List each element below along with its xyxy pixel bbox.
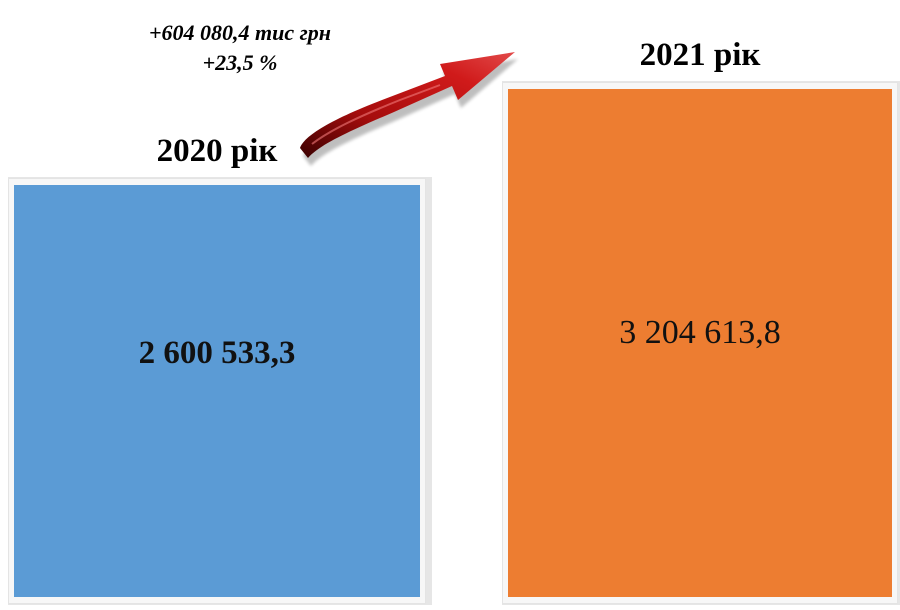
bar-2020: 2 600 533,3 xyxy=(14,185,420,597)
growth-arrow-icon xyxy=(300,52,518,166)
bar-2021: 3 204 613,8 xyxy=(508,89,892,597)
change-amount: +604 080,4 тис грн xyxy=(149,20,331,45)
year-label-2020: 2020 рік xyxy=(156,133,278,169)
change-annotation: +604 080,4 тис грн +23,5 % xyxy=(90,18,390,78)
change-percent: +23,5 % xyxy=(202,50,278,75)
year-label-2021: 2021 рік xyxy=(639,37,761,73)
bar-value-2021: 3 204 613,8 xyxy=(619,314,781,351)
bar-value-2020: 2 600 533,3 xyxy=(138,335,296,371)
